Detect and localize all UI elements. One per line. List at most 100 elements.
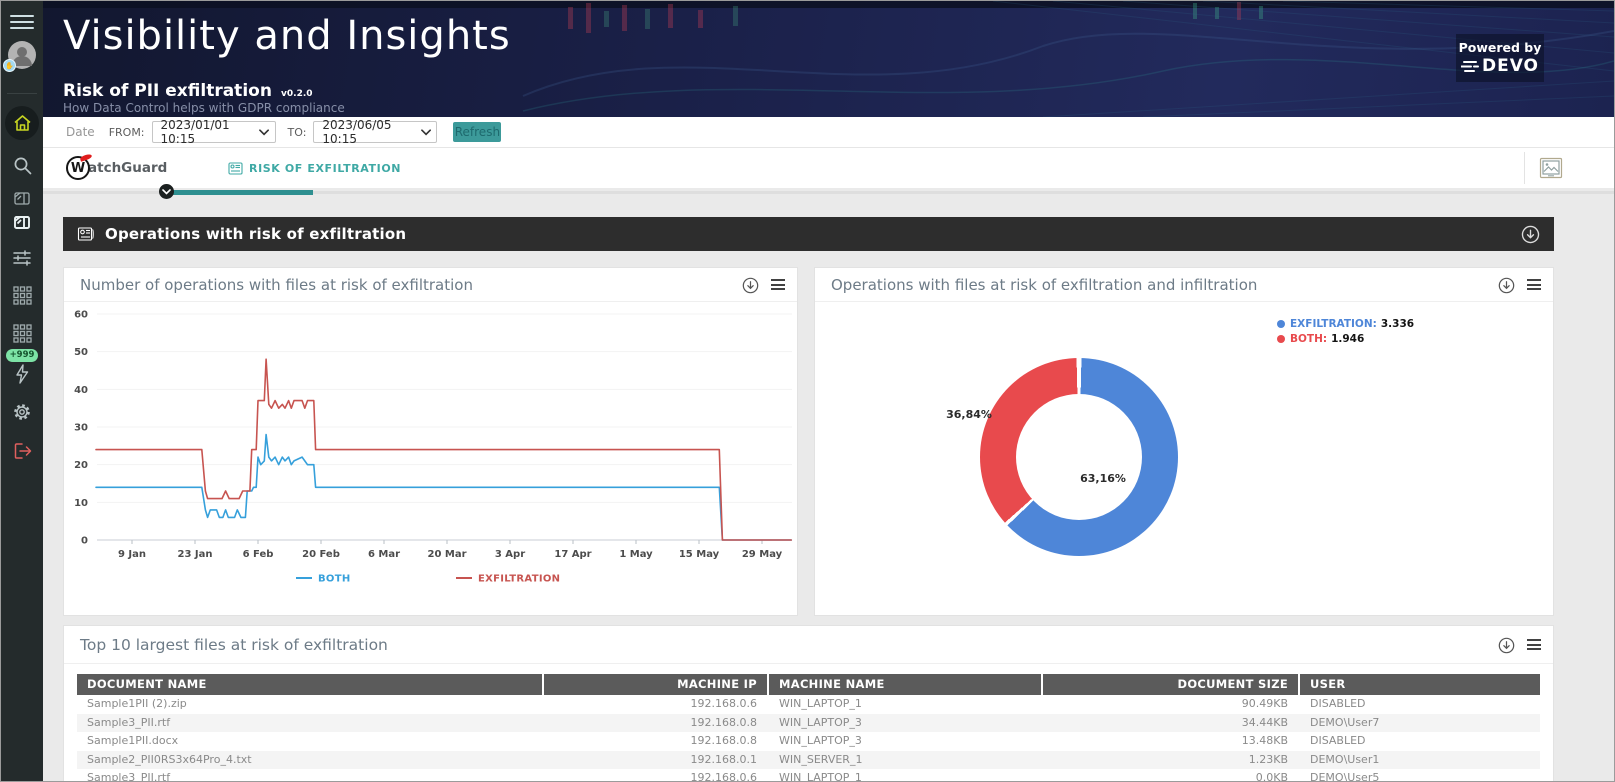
date-to-select[interactable]: 2023/06/05 10:15: [313, 118, 438, 146]
donut-hole: [1016, 394, 1142, 520]
donut-legend: EXFILTRATION: 3.336 BOTH: 1.946: [1277, 318, 1414, 348]
x-tick-label: 23 Jan: [178, 549, 213, 560]
sidebar-item-filters[interactable]: [1, 249, 43, 267]
series-line-exfiltration: [95, 358, 793, 541]
watchguard-w: W: [70, 160, 86, 176]
devo-brand-text: DEVO: [1481, 56, 1540, 76]
dashboard-tab-bar: W atchGuard RISK OF EXFILTRATION: [43, 148, 1614, 188]
sidebar-item-activity[interactable]: [1, 364, 43, 384]
avatar-status-badge: ✋: [3, 59, 16, 72]
avatar: ✋: [3, 40, 37, 72]
x-tick-label: 6 Feb: [243, 549, 274, 560]
chevron-down-icon: [162, 188, 171, 195]
tab-scroll-track: [43, 191, 1614, 194]
sidebar-item-apps-grid[interactable]: [1, 285, 43, 305]
watchguard-logo: W atchGuard: [66, 153, 167, 180]
table-row: Sample2_PII0RS3x64Pro_4.txt 192.168.0.1 WI…: [77, 750, 1540, 770]
table-cell: 192.168.0.8: [690, 734, 757, 748]
table-body: Sample1PII (2).zip 192.168.0.6 WIN_LAPTOP_…: [77, 695, 1540, 782]
sidebar-item-settings[interactable]: [1, 402, 43, 422]
section-title: Operations with risk of exfiltration: [105, 225, 407, 243]
y-tick-label: 30: [74, 423, 88, 434]
data-search-icon: [14, 191, 30, 205]
refresh-button[interactable]: Refresh: [453, 122, 502, 142]
date-from-select[interactable]: 2023/01/01 10:15: [151, 118, 276, 146]
donut-slice-label-exfiltration: 63,16%: [1080, 472, 1126, 485]
legend-dot: [1277, 335, 1285, 343]
sidebar-item-data-search[interactable]: [1, 189, 43, 207]
table-header-row: DOCUMENT NAME MACHINE IP MACHINE NAME DOCUM…: [77, 674, 1540, 695]
donut-slice-label-both: 36,84%: [946, 408, 992, 421]
legend-item-both: BOTH: 1.946: [1277, 333, 1414, 345]
table-cell: WIN_SERVER_1: [779, 752, 863, 766]
export-image-button[interactable]: [1539, 156, 1563, 180]
table-title: Top 10 largest files at risk of exfiltra…: [80, 636, 388, 654]
dashboard-tab-icon: [228, 161, 243, 175]
sidebar-item-home[interactable]: [1, 106, 43, 140]
sidebar-item-search[interactable]: [1, 155, 43, 175]
page-header: Visibility and Insights Risk of PII exfi…: [43, 1, 1614, 117]
table-cell: 13.48KB: [1241, 734, 1288, 748]
sidebar: ✋ +999: [1, 1, 43, 781]
table-cell: 192.168.0.6: [690, 697, 757, 710]
dashboard-version: v0.2.0: [281, 89, 313, 99]
table-cell: DEMO\User5: [1310, 771, 1380, 782]
powered-by-text: Powered by: [1458, 40, 1542, 55]
user-avatar[interactable]: ✋: [1, 39, 43, 72]
apps-grid-icon: [12, 285, 32, 305]
lightning-icon: [16, 364, 29, 384]
filters-icon: [13, 250, 31, 266]
table-row: Sample1PII.docx 192.168.0.8 WIN_LAPTOP_3 13…: [77, 732, 1540, 751]
table-cell: WIN_LAPTOP_3: [779, 734, 862, 748]
section-header: Operations with risk of exfiltration: [63, 217, 1554, 251]
data-search-bold-icon: [14, 215, 30, 229]
panel-header: Number of operations with files at risk …: [64, 268, 797, 302]
sidebar-item-data-search-active[interactable]: [1, 213, 43, 231]
line-chart: 0 10 20 30 40 50 60 9 Jan 23 Jan 6 Feb 20 Feb 6 Mar…: [74, 310, 793, 585]
panel-menu-button[interactable]: [1527, 279, 1541, 290]
table-cell: DEMO\User7: [1310, 715, 1380, 729]
y-tick-label: 10: [74, 498, 88, 509]
y-tick-label: 0: [81, 536, 88, 547]
table-cell: 192.168.0.6: [690, 771, 757, 782]
dashboard-name-row: Risk of PII exfiltration v0.2.0: [63, 81, 313, 101]
download-icon: [1521, 225, 1540, 243]
table-cell: 192.168.0.1: [690, 752, 757, 766]
collapse-header-button[interactable]: [159, 184, 174, 199]
legend-item-exfiltration: EXFILTRATION: 3.336: [1277, 318, 1414, 330]
files-table-panel: Top 10 largest files at risk of exfiltra…: [63, 625, 1554, 782]
sidebar-item-logout[interactable]: [1, 441, 43, 461]
table-cell: DISABLED: [1310, 734, 1366, 748]
panel-download-button[interactable]: [1498, 277, 1515, 294]
search-icon: [14, 157, 31, 174]
x-tick-label: 20 Mar: [427, 549, 466, 560]
notification-count-badge: +999: [6, 349, 38, 362]
section-download-button[interactable]: [1521, 225, 1540, 244]
panel-download-button[interactable]: [742, 277, 759, 294]
panel-menu-button[interactable]: [1527, 639, 1541, 650]
table-row: Sample1PII (2).zip 192.168.0.6 WIN_LAPTOP_…: [77, 695, 1540, 714]
line-chart-title: Number of operations with files at risk …: [80, 276, 473, 294]
table-cell: 0.0KB: [1255, 771, 1288, 782]
logout-icon: [14, 443, 31, 459]
image-icon: [1539, 157, 1563, 179]
tab-risk-of-exfiltration[interactable]: RISK OF EXFILTRATION: [228, 148, 401, 188]
watchguard-logo-mark: W: [66, 153, 93, 180]
column-header-machine-ip: MACHINE IP: [544, 674, 767, 695]
powered-by-devo-logo: Powered by DEVO: [1456, 34, 1544, 82]
table-cell: Sample3_PII.rtf: [87, 771, 171, 782]
tabbar-separator: [1524, 152, 1525, 184]
panel-menu-button[interactable]: [771, 279, 785, 290]
sidebar-item-apps-grid-2[interactable]: [1, 323, 43, 343]
donut-chart-title: Operations with files at risk of exfiltr…: [831, 276, 1258, 294]
panel-header: Operations with files at risk of exfiltr…: [815, 268, 1553, 302]
tab-scroll-thumb[interactable]: [173, 190, 313, 195]
hamburger-menu-icon[interactable]: [1, 11, 43, 33]
panel-header: Top 10 largest files at risk of exfiltra…: [64, 626, 1553, 664]
table-cell: DEMO\User1: [1310, 752, 1380, 766]
legend-value: 1.946: [1331, 333, 1365, 345]
table-cell: Sample3_PII.rtf: [87, 715, 171, 729]
panel-download-button[interactable]: [1498, 637, 1515, 654]
line-chart-panel: Number of operations with files at risk …: [63, 267, 798, 616]
